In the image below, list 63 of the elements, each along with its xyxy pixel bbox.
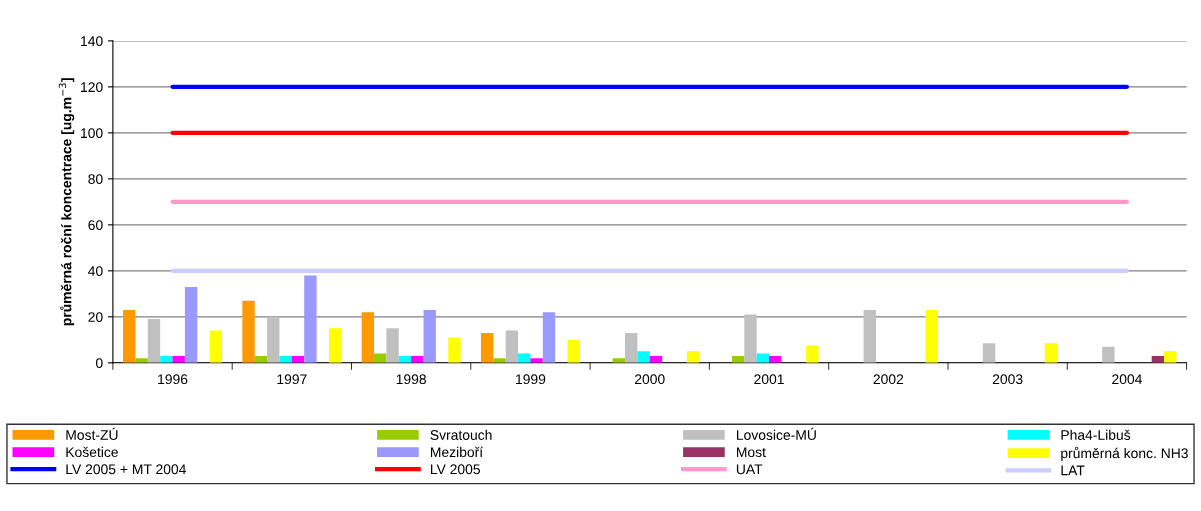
- bar: [1044, 343, 1058, 363]
- bar: [480, 332, 494, 363]
- legend-label: LV 2005 + MT 2004: [66, 464, 186, 475]
- legend-label: Most-ZÚ: [66, 427, 118, 440]
- y-tick-label: 40: [88, 266, 103, 276]
- bar: [505, 330, 519, 363]
- legend-label: UAT: [736, 464, 763, 475]
- legend-label: Meziboří: [431, 446, 484, 458]
- legend-label: Košetice: [66, 446, 118, 458]
- bar: [328, 328, 342, 363]
- bar: [1102, 346, 1115, 363]
- bar: [493, 358, 506, 363]
- y-axis-title: průměrná roční koncentrace [ug.m$^{−3}$]: [58, 78, 75, 326]
- bar: [982, 343, 996, 363]
- bar: [267, 316, 280, 363]
- bar: [209, 330, 223, 363]
- legend-label: LV 2005: [431, 464, 480, 475]
- bar: [542, 312, 556, 363]
- y-tick-label: 80: [88, 174, 103, 185]
- bar: [624, 332, 638, 363]
- y-tick-label: 60: [88, 220, 103, 231]
- bar: [184, 286, 198, 363]
- x-tick-label: 2003: [992, 374, 1023, 385]
- x-tick-label: 1998: [396, 374, 426, 385]
- y-tick-label: 20: [88, 312, 103, 322]
- bar: [863, 309, 876, 363]
- bar: [304, 275, 317, 363]
- x-tick-label: 2004: [1112, 374, 1142, 385]
- y-tick-label: 0: [95, 358, 103, 368]
- bar: [135, 358, 148, 363]
- bar: [448, 337, 461, 363]
- y-tick-label: 140: [81, 36, 103, 47]
- bar: [744, 314, 757, 363]
- x-tick-label: 1997: [277, 374, 307, 385]
- x-tick-label: 2001: [754, 374, 784, 385]
- bar: [637, 351, 650, 363]
- bar: [386, 328, 399, 363]
- bar: [567, 339, 580, 363]
- bar: [1164, 351, 1177, 363]
- bar: [160, 355, 173, 363]
- bar: [123, 309, 136, 363]
- legend-label: Lovosice-MÚ: [737, 427, 816, 440]
- legend-label: Svratouch: [430, 429, 492, 440]
- bar: [242, 300, 255, 363]
- bar: [686, 351, 700, 363]
- y-tick-label: 100: [81, 128, 103, 139]
- legend-label: průměrná konc. NH3: [1061, 446, 1188, 461]
- legend-label: Pha4-Libuš: [1061, 429, 1131, 440]
- bar: [361, 312, 375, 363]
- x-tick-label: 1996: [158, 374, 188, 385]
- legend-label: LAT: [1061, 465, 1085, 476]
- legend-label: Most: [737, 447, 766, 458]
- x-tick-label: 2000: [634, 374, 665, 385]
- bar: [411, 355, 424, 363]
- y-tick-label: 120: [81, 82, 103, 93]
- x-tick-label: 2002: [873, 374, 904, 385]
- bar: [806, 345, 819, 363]
- bar: [279, 355, 292, 363]
- bar: [147, 319, 161, 363]
- bar: [423, 309, 436, 363]
- bar: [530, 358, 543, 363]
- x-tick-label: 1999: [516, 374, 546, 385]
- bar: [925, 309, 938, 363]
